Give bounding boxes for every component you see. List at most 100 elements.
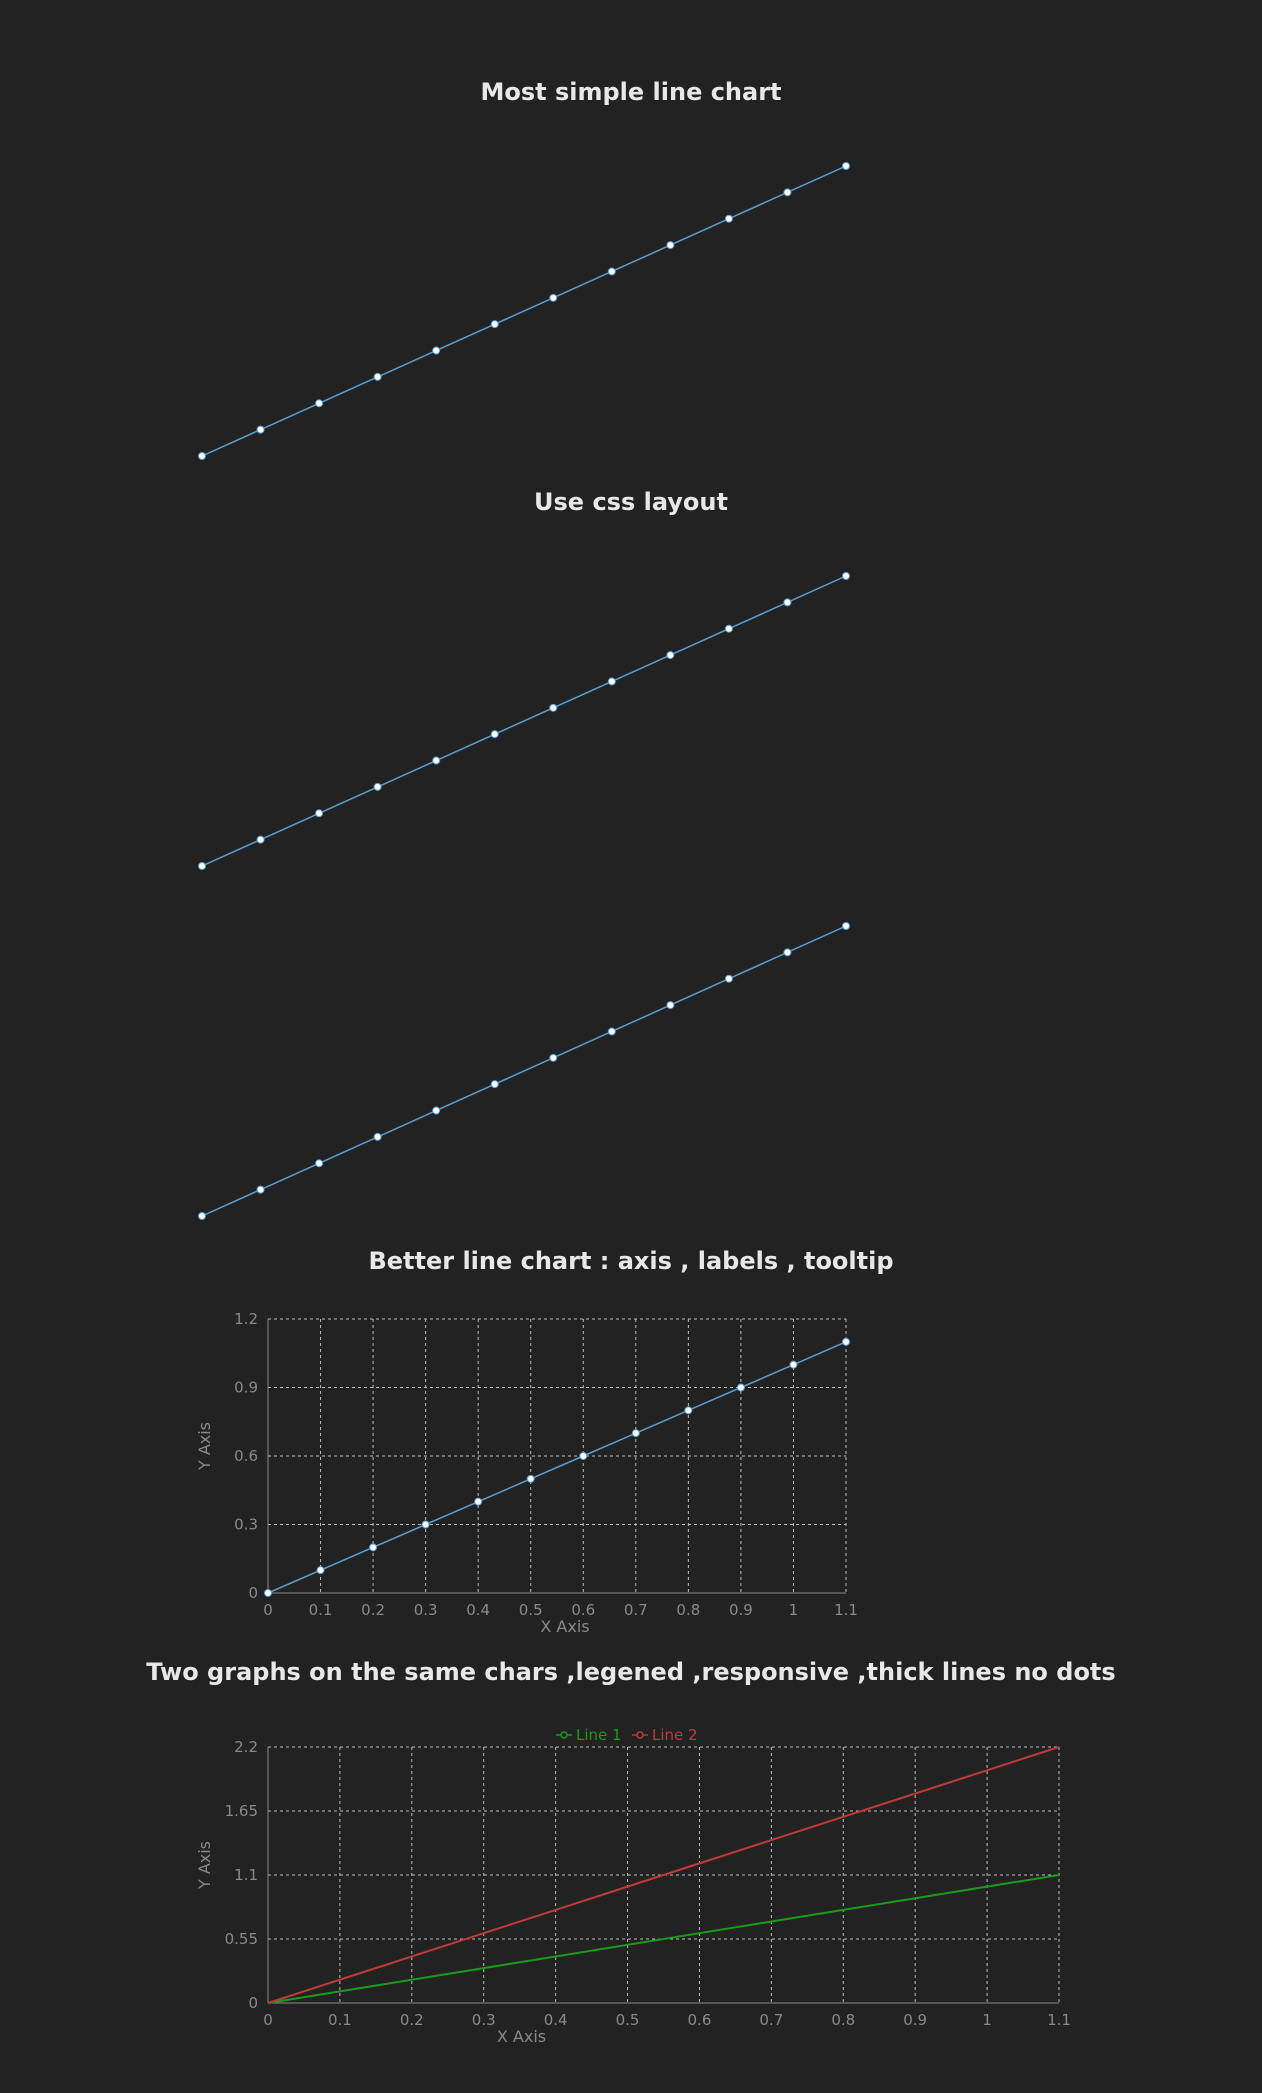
chart1-point (724, 214, 733, 223)
chart1-point (432, 346, 441, 355)
chart4-point (474, 1497, 483, 1506)
chart4-x-tick-label: 0.1 (309, 1601, 333, 1619)
chart2-point (724, 624, 733, 633)
chart5-x-tick-label: 1 (982, 2011, 992, 2029)
chart5-x-tick-label: 0.9 (903, 2011, 927, 2029)
chart4-x-tick-label: 0.6 (571, 1601, 595, 1619)
chart2-point (315, 809, 324, 818)
chart3-point (783, 948, 792, 957)
chart4-axis-line-chart: 0 0.1 0.2 0.3 0.4 0.5 0.6 0.7 0.8 0.9 1 1.1 0 0.3 0.6 0… (195, 1310, 858, 1636)
chart5-x-tick-label: 0.2 (400, 2011, 424, 2029)
chart5-x-tick-label: 0.4 (544, 2011, 568, 2029)
chart5-legend-label: Line 1 (576, 1726, 622, 1744)
chart4-y-tick-label: 0.9 (234, 1379, 258, 1397)
chart5-x-tick-label: 0.5 (616, 2011, 640, 2029)
legend-swatch-dot (636, 1731, 644, 1739)
chart3-point (666, 1001, 675, 1010)
chart4-y-tick-label: 0.6 (234, 1447, 258, 1465)
chart4-point (684, 1406, 693, 1415)
chart4-x-tick-label: 0.4 (466, 1601, 490, 1619)
chart5-x-tick-label: 1.1 (1047, 2011, 1071, 2029)
chart3-point (549, 1053, 558, 1062)
chart2-point (549, 703, 558, 712)
chart4-y-tick-label: 0 (248, 1584, 258, 1602)
chart4-point (316, 1566, 325, 1575)
chart5-y-tick-label: 2.2 (234, 1738, 258, 1756)
chart5-x-tick-label: 0.1 (328, 2011, 352, 2029)
chart3-point (724, 974, 733, 983)
chart1-title: Most simple line chart (480, 78, 782, 106)
chart2-css-layout-line (198, 572, 850, 870)
chart4-x-tick-label: 0.8 (676, 1601, 700, 1619)
chart2-point (490, 730, 499, 739)
chart2-line (201, 575, 847, 867)
chart1-point (256, 425, 265, 434)
chart4-y-tick-label: 1.2 (234, 1310, 258, 1328)
chart4-title: Better line chart : axis , labels , tool… (368, 1247, 894, 1275)
chart1-point (549, 293, 558, 302)
chart5-x-axis-label: X Axis (497, 2027, 546, 2046)
chart5-x-tick-label: 0.3 (472, 2011, 496, 2029)
chart4-point (736, 1383, 745, 1392)
chart4-line (267, 1341, 847, 1594)
chart4-x-tick-label: 0.5 (519, 1601, 543, 1619)
chart4-point (842, 1337, 850, 1346)
chart4-point (264, 1589, 272, 1597)
chart2-point (783, 598, 792, 607)
chart4-point (369, 1543, 378, 1552)
chart2-point (373, 782, 382, 791)
chart4-y-axis-label: Y Axis (195, 1422, 214, 1471)
chart1-line (201, 165, 847, 457)
chart2-point (666, 651, 675, 660)
chart4-point (526, 1474, 535, 1483)
chart5-legend-item-2: Line 2 (632, 1726, 698, 1744)
chart4-point (579, 1452, 588, 1460)
chart5-two-series-chart: 0 0.1 0.2 0.3 0.4 0.5 0.6 0.7 0.8 0.9 1 1.1 0 0.55 1.1… (195, 1726, 1071, 2046)
chart4-x-tick-label: 1 (789, 1601, 799, 1619)
chart4-x-axis-label: X Axis (540, 1617, 589, 1636)
chart3-point (373, 1132, 382, 1141)
chart5-y-tick-label: 0 (248, 1994, 258, 2012)
chart4-x-tick-label: 0.9 (729, 1601, 753, 1619)
chart5-y-tick-label: 1.65 (225, 1802, 258, 1820)
chart5-legend-label: Line 2 (652, 1726, 698, 1744)
chart4-x-tick-label: 0.7 (624, 1601, 648, 1619)
chart1-point (373, 372, 382, 381)
chart2-point (256, 835, 265, 844)
chart1-point (315, 399, 324, 408)
chart1-point (490, 320, 499, 329)
chart2-title: Use css layout (534, 488, 728, 516)
legend-swatch-dot (560, 1731, 568, 1739)
chart3-point (607, 1027, 616, 1036)
chart3-point (432, 1106, 441, 1115)
chart5-x-tick-label: 0 (263, 2011, 273, 2029)
chart4-point (631, 1429, 640, 1438)
chart2-point (842, 572, 850, 580)
chart4-x-tick-label: 0 (263, 1601, 273, 1619)
chart5-title: Two graphs on the same chars ,legened ,r… (146, 1658, 1116, 1686)
chart1-point (198, 452, 206, 460)
chart5-y-tick-label: 1.1 (234, 1866, 258, 1884)
chart1-point (842, 162, 850, 170)
chart5-x-tick-label: 0.7 (759, 2011, 783, 2029)
chart4-point (421, 1520, 430, 1529)
chart1-point (783, 188, 792, 197)
chart5-series-line-2 (267, 1746, 1060, 2004)
chart1-simple-line (198, 162, 850, 460)
chart5-x-tick-label: 0.6 (688, 2011, 712, 2029)
chart1-point (666, 241, 675, 250)
chart2-point (607, 677, 616, 686)
chart5-y-tick-label: 0.55 (225, 1930, 258, 1948)
chart5-x-tick-label: 0.8 (831, 2011, 855, 2029)
chart5-series-line-1 (267, 1874, 1060, 2004)
chart3-line (198, 922, 850, 1220)
chart2-point (432, 756, 441, 765)
chart3-point (490, 1080, 499, 1089)
chart4-x-tick-label: 0.2 (361, 1601, 385, 1619)
chart3-point (315, 1159, 324, 1168)
chart3-line (201, 925, 847, 1217)
chart3-point (842, 922, 850, 930)
chart3-point (256, 1185, 265, 1194)
chart4-x-tick-label: 1.1 (834, 1601, 858, 1619)
chart3-point (198, 1212, 206, 1220)
